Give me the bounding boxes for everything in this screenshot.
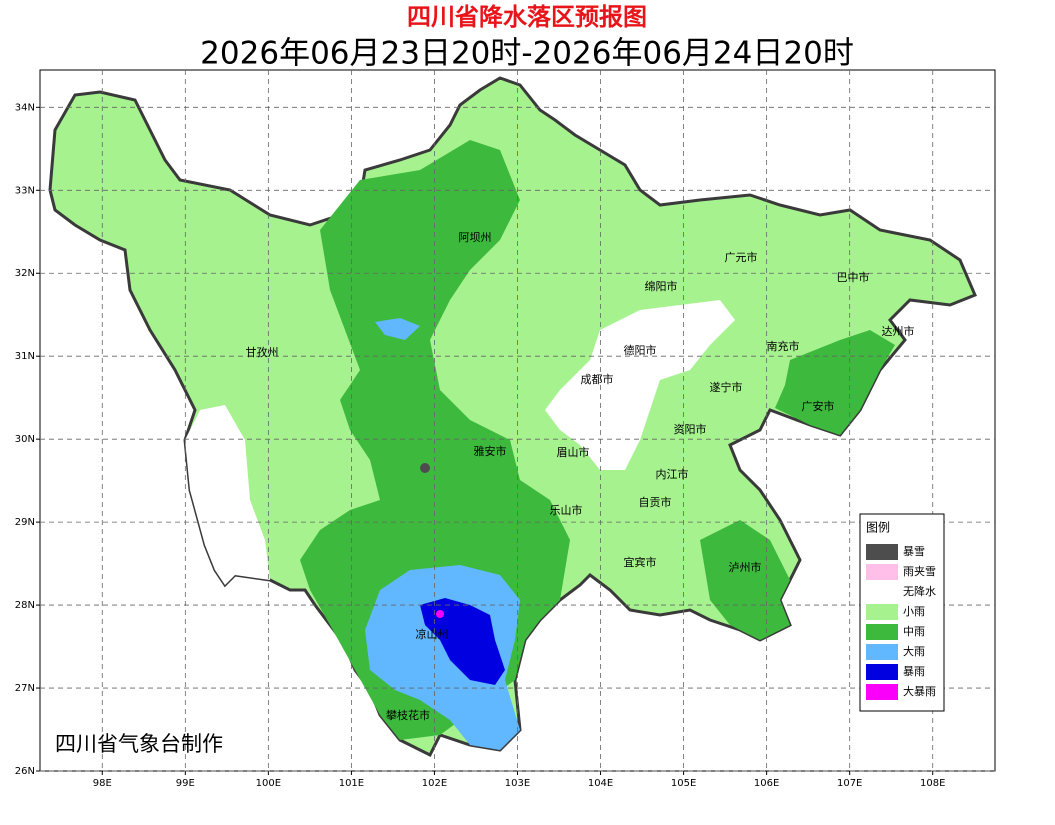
city-label: 绵阳市 [645, 279, 678, 293]
city-label: 泸州市 [729, 560, 762, 574]
city-label: 乐山市 [550, 503, 583, 517]
city-label: 巴中市 [837, 270, 870, 284]
x-tick-label: 103E [505, 778, 530, 789]
legend-swatch [866, 584, 898, 600]
city-label: 广元市 [725, 250, 758, 264]
city-label: 眉山市 [557, 445, 590, 459]
y-tick-label: 31N [15, 351, 35, 362]
x-tick-label: 98E [93, 778, 112, 789]
extreme-rain [436, 610, 444, 618]
city-label: 自贡市 [639, 495, 672, 509]
subtitle: 2026年06月23日20时-2026年06月24日20时 [200, 36, 854, 72]
moderate-rain-south [700, 520, 790, 640]
city-label: 遂宁市 [710, 380, 743, 394]
legend-swatch [866, 644, 898, 660]
city-label: 内江市 [656, 467, 689, 481]
x-tick-label: 101E [339, 778, 364, 789]
city-label: 宜宾市 [624, 555, 657, 569]
x-tick-label: 100E [256, 778, 281, 789]
legend-swatch [866, 604, 898, 620]
title: 四川省降水落区预报图 [407, 3, 647, 31]
city-label: 凉山州 [416, 627, 449, 641]
legend-swatch [866, 544, 898, 560]
city-label: 达州市 [882, 324, 915, 338]
x-tick-label: 105E [671, 778, 696, 789]
legend-label: 大雨 [903, 644, 925, 658]
legend-swatch [866, 684, 898, 700]
y-tick-label: 29N [15, 517, 35, 528]
credit: 四川省气象台制作 [55, 732, 223, 756]
y-tick-label: 26N [15, 766, 35, 777]
grid: 98E 99E 100E 101E 102E 103E 104E 105E 106E 107E 10… [15, 70, 995, 789]
city-label: 雅安市 [474, 444, 507, 458]
x-tick-label: 102E [422, 778, 447, 789]
rain-regions [48, 76, 977, 758]
city-label: 南充市 [767, 339, 800, 353]
x-tick-label: 104E [588, 778, 613, 789]
city-label: 广安市 [802, 399, 835, 413]
legend-label: 小雨 [903, 605, 925, 618]
storm-rain [420, 598, 505, 685]
y-tick-label: 30N [15, 434, 35, 445]
legend-title: 图例 [866, 521, 890, 535]
snow [420, 463, 430, 473]
y-tick-label: 33N [15, 185, 35, 196]
city-label: 资阳市 [674, 422, 707, 436]
heavy-rain-north [375, 318, 420, 340]
no-rain-basin [545, 300, 735, 470]
legend-swatch [866, 664, 898, 680]
city-label: 攀枝花市 [386, 708, 430, 722]
x-tick-label: 106E [754, 778, 779, 789]
legend-swatch [866, 624, 898, 640]
x-tick-label: 107E [837, 778, 862, 789]
legend-swatch [866, 564, 898, 580]
x-tick-label: 108E [920, 778, 945, 789]
x-tick-label: 99E [176, 778, 195, 789]
city-label: 甘孜州 [246, 345, 279, 359]
city-label: 德阳市 [624, 343, 657, 357]
legend-label: 中雨 [903, 625, 925, 638]
legend-label: 暴雨 [903, 665, 925, 678]
legend-label: 雨夹雪 [903, 565, 936, 578]
y-tick-label: 32N [15, 268, 35, 279]
city-label: 成都市 [581, 372, 614, 386]
y-tick-label: 34N [15, 102, 35, 113]
legend-label: 大暴雨 [903, 684, 936, 698]
legend-label: 暴雪 [903, 545, 925, 558]
city-label: 阿坝州 [459, 230, 492, 244]
y-tick-label: 28N [15, 600, 35, 611]
y-tick-label: 27N [15, 683, 35, 694]
legend-label: 无降水 [903, 584, 936, 598]
no-rain-west [185, 405, 270, 585]
